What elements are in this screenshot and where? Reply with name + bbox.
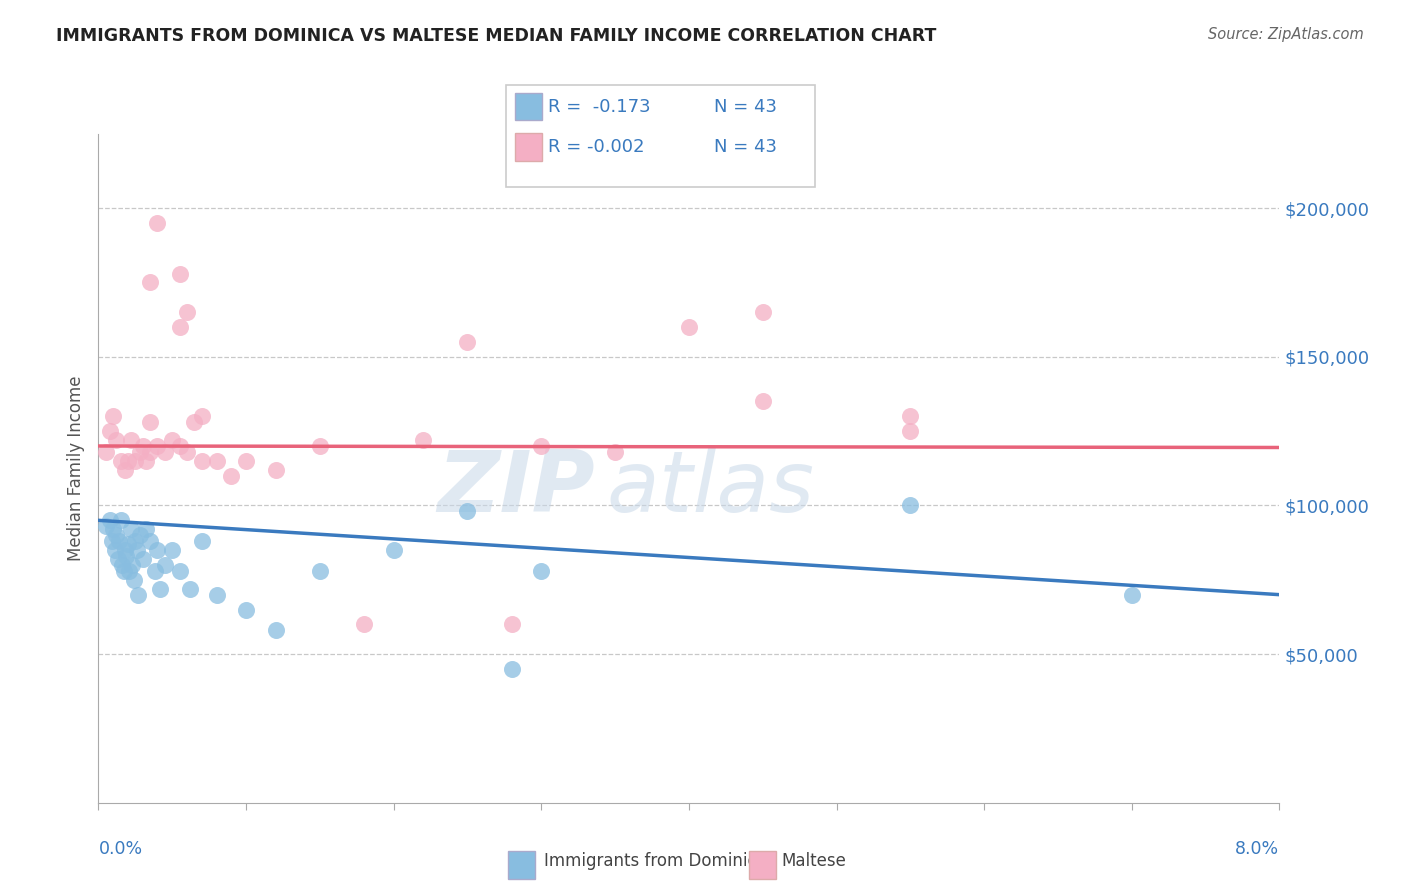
Point [104,543,127,558]
Point [412,433,434,447]
Text: Maltese: Maltese [782,852,846,870]
Point [127,588,149,602]
Point [139,445,162,459]
Point [120,522,142,536]
Text: N = 43: N = 43 [714,97,778,115]
Point [219,468,242,483]
Point [264,463,287,477]
Point [94,519,117,533]
Point [118,564,141,578]
Text: atlas: atlas [606,447,814,530]
Point [146,543,169,558]
Point [162,433,183,447]
Point [176,305,198,319]
Point [117,454,139,468]
Point [456,504,478,518]
Point [190,409,214,424]
Point [898,424,921,438]
Point [169,564,191,578]
Point [103,522,125,536]
Point [146,216,169,230]
Point [103,409,125,424]
Text: ZIP: ZIP [437,447,595,530]
Text: R = -0.002: R = -0.002 [548,137,645,155]
Text: N = 43: N = 43 [714,137,778,155]
Point [128,528,150,542]
Point [530,564,553,578]
Point [190,454,214,468]
Text: 0.0%: 0.0% [98,839,142,857]
Point [112,564,135,578]
Text: IMMIGRANTS FROM DOMINICA VS MALTESE MEDIAN FAMILY INCOME CORRELATION CHART: IMMIGRANTS FROM DOMINICA VS MALTESE MEDI… [56,27,936,45]
Point [120,433,142,447]
Point [751,394,773,409]
Point [169,320,191,334]
Point [205,588,228,602]
Point [353,617,375,632]
Text: Source: ZipAtlas.com: Source: ZipAtlas.com [1208,27,1364,42]
Point [111,558,134,572]
Point [235,454,257,468]
Point [132,439,155,453]
Point [139,415,162,429]
Point [110,513,132,527]
Point [501,617,523,632]
Point [117,537,139,551]
Point [382,543,405,558]
Point [162,543,183,558]
Point [308,564,332,578]
Point [456,334,478,349]
Point [605,445,627,459]
Point [235,602,257,616]
Point [205,454,228,468]
Point [121,558,143,572]
Point [125,543,148,558]
Point [107,552,129,566]
Point [135,522,157,536]
Point [139,276,162,290]
Point [751,305,773,319]
Point [139,534,162,549]
Point [190,534,214,549]
Point [308,439,332,453]
Text: R =  -0.173: R = -0.173 [548,97,651,115]
Point [105,528,128,542]
Point [105,433,128,447]
Text: Immigrants from Dominica: Immigrants from Dominica [544,852,766,870]
Point [98,424,121,438]
Point [110,454,132,468]
Point [1121,588,1143,602]
Point [169,267,191,281]
Point [124,454,146,468]
Point [115,549,138,563]
Point [135,454,157,468]
Point [98,513,121,527]
Text: 8.0%: 8.0% [1236,839,1279,857]
Point [114,543,136,558]
Point [183,415,205,429]
Point [898,499,921,513]
Point [179,582,201,596]
Point [128,445,150,459]
Point [122,573,145,587]
Point [153,558,176,572]
Point [264,624,287,638]
Point [100,534,122,549]
Point [153,445,176,459]
Point [124,534,146,549]
Point [678,320,700,334]
Point [114,463,136,477]
Point [176,445,198,459]
Point [94,445,117,459]
Point [108,534,131,549]
Point [530,439,553,453]
Point [146,439,169,453]
Point [501,662,523,676]
Point [898,409,921,424]
Y-axis label: Median Family Income: Median Family Income [66,376,84,561]
Point [169,439,191,453]
Point [149,582,172,596]
Point [132,552,155,566]
Point [143,564,166,578]
